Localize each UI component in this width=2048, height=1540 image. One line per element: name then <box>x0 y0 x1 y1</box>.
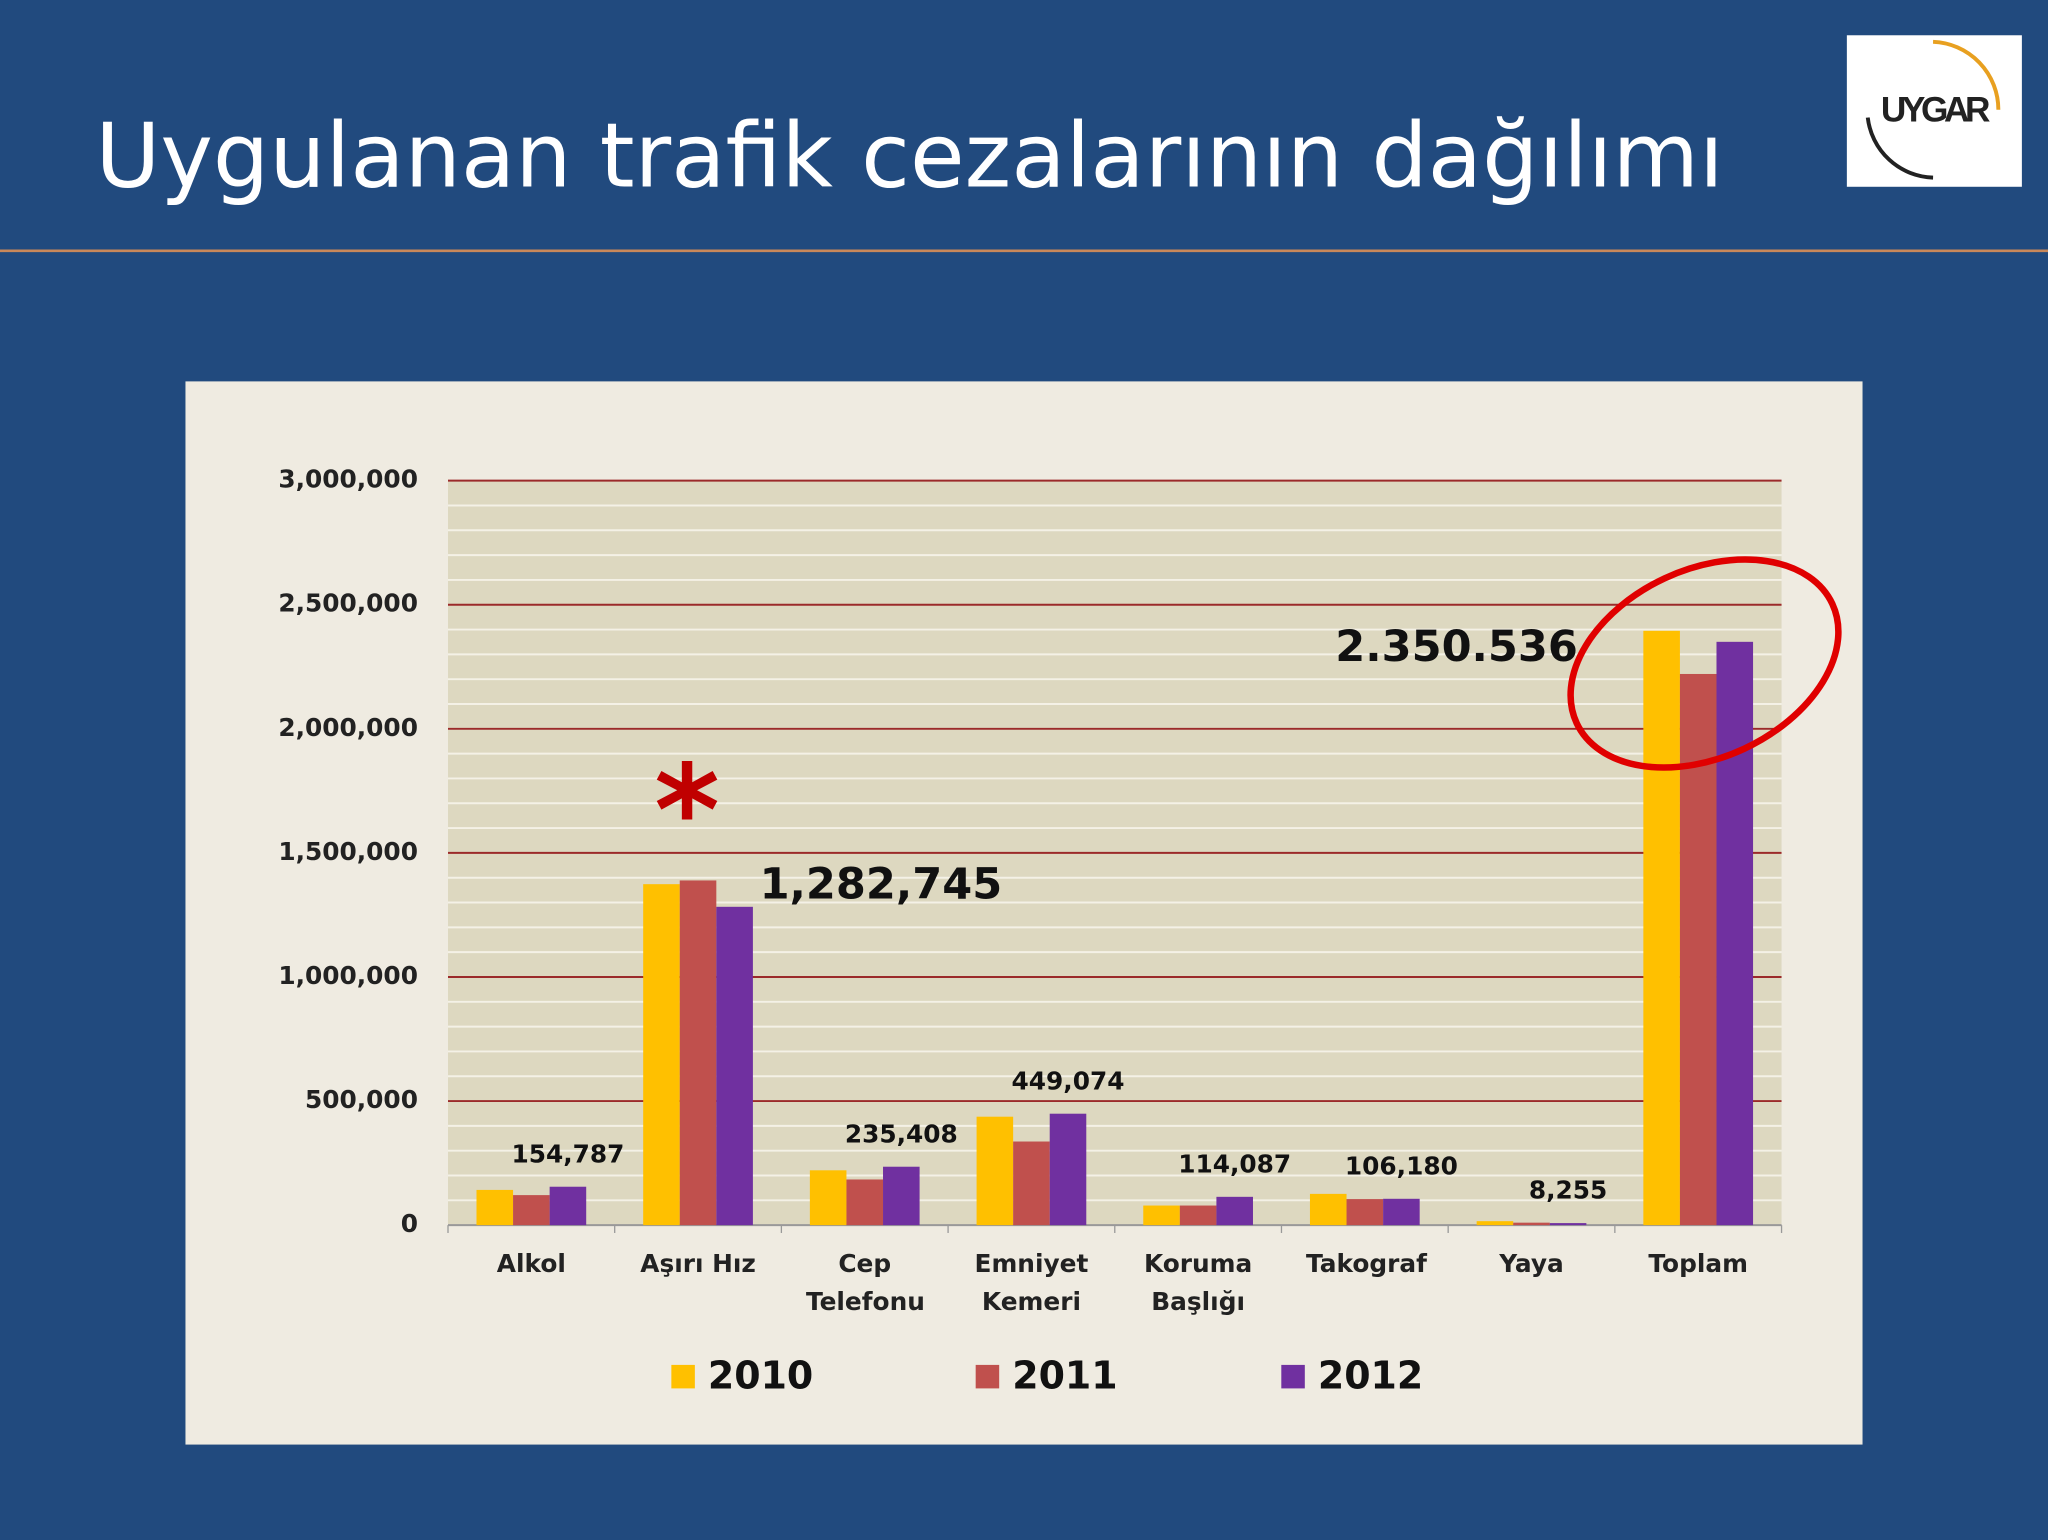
highlight-ellipse <box>1567 556 1842 771</box>
bar <box>1346 1199 1384 1226</box>
annotation: * <box>654 738 720 884</box>
x-tick-label-box: Koruma Başlığı <box>1143 1249 1253 1317</box>
x-tick-label: Alkol <box>496 1249 566 1279</box>
x-tick-label-box: Alkol <box>496 1249 566 1279</box>
data-label: 106,180 <box>1345 1151 1458 1180</box>
logo-arc <box>1865 117 1934 180</box>
bar <box>643 884 680 1226</box>
bar <box>1013 1141 1050 1226</box>
y-tick-label: 500,000 <box>305 1085 418 1114</box>
bar <box>809 1170 847 1226</box>
x-tick-label-box: Cep Telefonu <box>805 1249 925 1317</box>
x-tick-label-box: Aşırı Hız <box>640 1249 756 1279</box>
y-tick-label: 2,000,000 <box>278 713 418 742</box>
legend-swatch <box>671 1364 695 1389</box>
bar <box>1049 1113 1087 1226</box>
y-tick-label: 3,000,000 <box>278 465 418 494</box>
data-label: 2.350.536 <box>1335 622 1578 672</box>
data-label: 449,074 <box>1012 1066 1125 1095</box>
x-tick-label: Aşırı Hız <box>640 1249 756 1279</box>
bar <box>1643 630 1680 1226</box>
legend-label: 2011 <box>1012 1353 1117 1397</box>
x-tick-label-box: Takograf <box>1306 1249 1427 1279</box>
x-tick-label-box: Toplam <box>1648 1249 1748 1279</box>
legend-label: 2012 <box>1318 1353 1423 1397</box>
x-tick-label: Toplam <box>1648 1249 1748 1279</box>
legend-swatch <box>1281 1364 1305 1389</box>
logo-text: UYGAR <box>1881 91 1991 130</box>
bar <box>1309 1193 1347 1226</box>
legend-swatch <box>975 1364 1000 1389</box>
bar <box>476 1189 514 1226</box>
data-label: 235,408 <box>845 1119 958 1148</box>
plot: 0 500,000 1,000,000 1,500,000 2,000,000 2,500… <box>278 465 1783 1397</box>
bar <box>976 1116 1014 1226</box>
data-label: 1,282,745 <box>760 860 1003 910</box>
data-label: 114,087 <box>1178 1149 1291 1178</box>
bar <box>846 1179 884 1226</box>
bar <box>1716 641 1754 1226</box>
bar <box>1549 1223 1587 1226</box>
x-tick-label: Takograf <box>1306 1249 1427 1279</box>
bar <box>1383 1198 1420 1226</box>
data-label: 8,255 <box>1529 1176 1607 1205</box>
x-tick-label-box: Yaya <box>1499 1249 1564 1279</box>
x-tick-label: Cep Telefonu <box>805 1249 925 1317</box>
logo-arc <box>1932 39 2001 110</box>
y-tick-label: 0 <box>401 1209 418 1238</box>
x-tick-label: Emniyet Kemeri <box>974 1249 1089 1317</box>
data-label: 154,787 <box>511 1139 624 1168</box>
bar <box>1216 1196 1253 1226</box>
bar <box>1476 1221 1514 1226</box>
y-tick-label: 2,500,000 <box>278 589 418 618</box>
x-tick-label: Yaya <box>1499 1249 1564 1279</box>
bar <box>1143 1205 1180 1226</box>
bar <box>1513 1222 1550 1226</box>
bar <box>883 1166 920 1226</box>
legend-label: 2010 <box>708 1353 813 1397</box>
bar <box>716 906 753 1226</box>
bar <box>1179 1205 1217 1226</box>
bar <box>549 1186 587 1226</box>
bar <box>1679 673 1717 1226</box>
slide-title: Uygulanan trafik cezalarının dağılımı <box>95 104 1723 207</box>
logo: UYGAR <box>1846 35 2022 187</box>
bar <box>679 880 717 1226</box>
x-tick-label: Koruma Başlığı <box>1143 1249 1253 1317</box>
logo-box <box>1846 35 2022 187</box>
y-tick-label: 1,500,000 <box>278 837 418 866</box>
x-tick-label-box: Emniyet Kemeri <box>974 1249 1089 1317</box>
bar <box>513 1195 550 1226</box>
y-tick-label: 1,000,000 <box>278 961 418 990</box>
